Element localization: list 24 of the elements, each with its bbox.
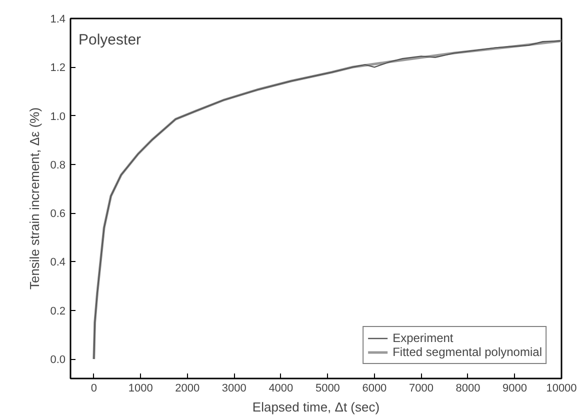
- x-tick-label: 2000: [175, 382, 200, 394]
- x-tick-label: 5000: [315, 382, 340, 394]
- x-tick-label: 1000: [128, 382, 153, 394]
- legend-label: Fitted segmental polynomial: [392, 345, 542, 359]
- x-tick-label: 0: [90, 382, 97, 394]
- x-tick-label: 4000: [268, 382, 294, 394]
- y-tick-label: 0.2: [50, 305, 66, 318]
- y-tick-label: 0.8: [50, 159, 66, 172]
- annotation: Polyester: [78, 32, 142, 48]
- x-tick-label: 3000: [222, 382, 246, 394]
- x-axis-title: Elapsed time, Δt (sec): [252, 400, 380, 414]
- y-axis-title: Tensile strain increment, Δε (%): [27, 107, 42, 290]
- x-tick-label: 9000: [502, 382, 527, 394]
- y-tick-label: 0.0: [50, 354, 66, 366]
- x-tick-label: 6000: [362, 382, 387, 394]
- y-tick-label: 0.4: [50, 256, 66, 269]
- legend-label: Experiment: [392, 331, 454, 345]
- x-tick-label: 10000: [546, 382, 577, 394]
- y-tick-label: 1.0: [50, 110, 66, 123]
- x-tick-label: 8000: [456, 382, 480, 394]
- y-tick-label: 0.6: [50, 208, 66, 220]
- x-tick-label: 7000: [408, 382, 434, 394]
- y-tick-label: 1.2: [50, 62, 66, 74]
- y-tick-label: 1.4: [50, 14, 66, 26]
